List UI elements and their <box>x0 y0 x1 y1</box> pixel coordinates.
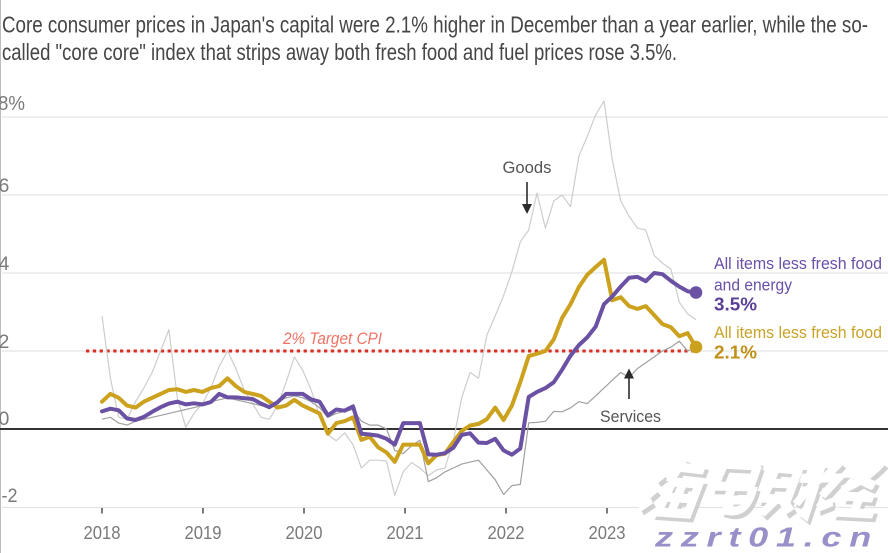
svg-text:2023: 2023 <box>589 522 626 543</box>
svg-text:6: 6 <box>0 175 9 197</box>
svg-text:Goods: Goods <box>503 158 552 177</box>
svg-text:2018: 2018 <box>84 522 121 543</box>
svg-text:2021: 2021 <box>387 522 424 543</box>
svg-text:4: 4 <box>0 253 10 275</box>
svg-text:-2: -2 <box>2 485 18 507</box>
svg-text:2022: 2022 <box>488 522 525 543</box>
svg-text:All items less fresh food: All items less fresh food <box>714 254 882 273</box>
svg-text:called "core core" index that: called "core core" index that strips awa… <box>2 39 677 65</box>
svg-text:0: 0 <box>0 408 10 430</box>
svg-text:2020: 2020 <box>286 522 323 543</box>
svg-text:3.5%: 3.5% <box>714 295 757 315</box>
svg-text:Core consumer prices in Japan': Core consumer prices in Japan's capital … <box>2 12 868 38</box>
svg-text:zzrt01.cn: zzrt01.cn <box>654 522 879 553</box>
svg-text:2019: 2019 <box>185 522 222 543</box>
svg-text:Services: Services <box>600 407 661 426</box>
svg-text:8%: 8% <box>0 93 25 115</box>
svg-text:2% Target CPI: 2% Target CPI <box>282 329 382 348</box>
svg-text:All items less fresh food: All items less fresh food <box>714 323 882 342</box>
svg-text:and energy: and energy <box>714 276 792 295</box>
svg-text:2: 2 <box>0 331 9 353</box>
svg-text:2.1%: 2.1% <box>714 343 757 363</box>
